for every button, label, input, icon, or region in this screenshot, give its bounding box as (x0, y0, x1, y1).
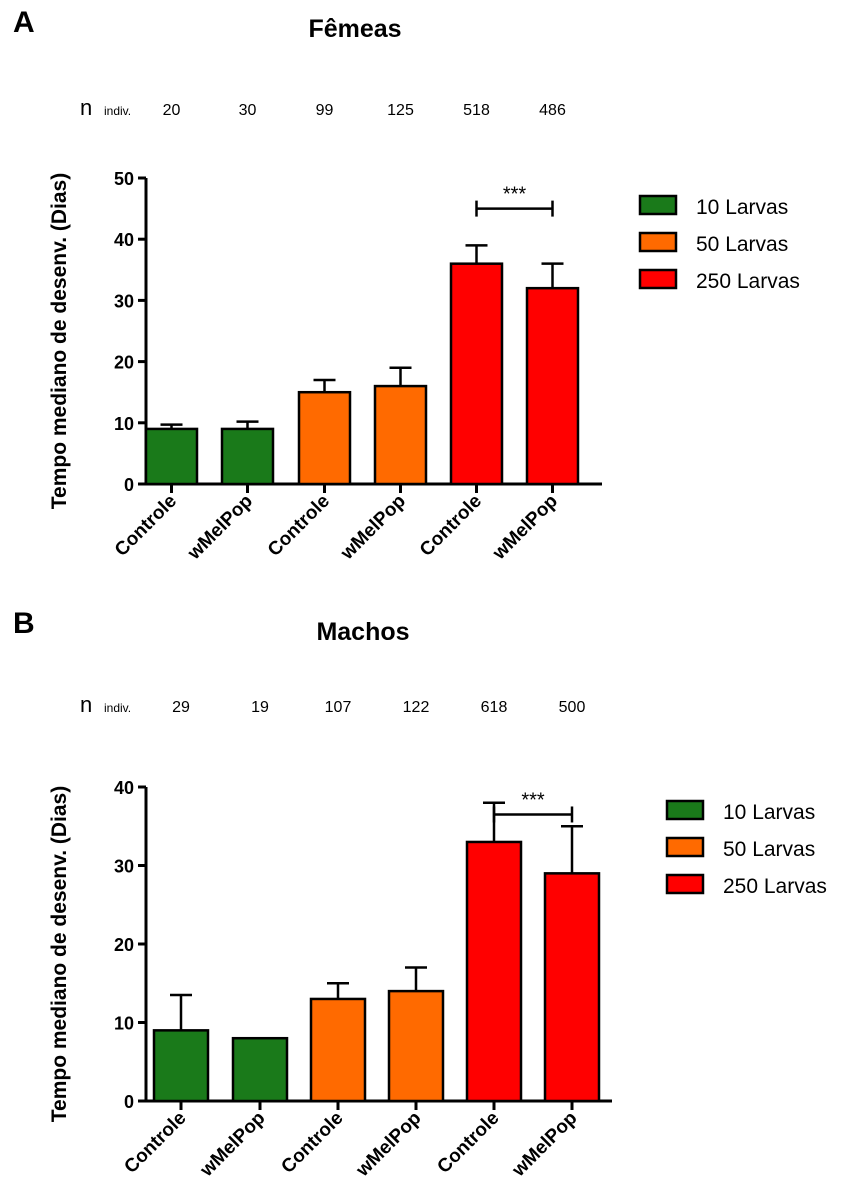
y-axis-label: Tempo mediano de desenv. (Dias) (48, 786, 71, 1122)
bar (373, 384, 428, 486)
x-tick-label: wMelPop (196, 1108, 270, 1182)
n-value: 486 (539, 102, 566, 119)
x-tick-label: Controle (416, 491, 486, 561)
bar (543, 872, 601, 1103)
legend-label: 10 Larvas (696, 196, 788, 219)
y-tick-label: 0 (124, 1092, 134, 1112)
x-tick-label: Controle (277, 1108, 347, 1178)
bar (449, 262, 504, 486)
y-tick-label: 10 (114, 1014, 134, 1034)
x-tick-label: wMelPop (183, 491, 257, 565)
panel-letter: B (13, 607, 35, 640)
legend-swatch (638, 194, 678, 216)
significance-label: *** (521, 789, 545, 811)
bar (525, 286, 580, 486)
n-value: 500 (559, 699, 586, 716)
chart-title: Fêmeas (308, 15, 401, 43)
x-tick-label: Controle (111, 491, 181, 561)
legend-swatch (665, 873, 705, 895)
n-label: n (80, 692, 92, 717)
x-tick-label: Controle (433, 1108, 503, 1178)
bar (465, 840, 523, 1103)
x-tick-label: Controle (264, 491, 334, 561)
n-label: n (80, 95, 92, 120)
n-value: 19 (251, 699, 269, 716)
legend-swatch (665, 836, 705, 858)
legend-swatch (665, 799, 705, 821)
n-value: 107 (325, 699, 352, 716)
chart-panel-a: A Fêmeas n indiv. 20 30 99 125 518 486 0 10 20 30 40 50… (13, 6, 800, 564)
n-value: 29 (172, 699, 190, 716)
panel-letter: A (13, 6, 35, 39)
y-tick-label: 40 (114, 230, 134, 250)
n-value: 618 (481, 699, 508, 716)
bar (220, 427, 275, 486)
y-tick-label: 30 (114, 857, 134, 877)
x-tick-label: wMelPop (508, 1108, 582, 1182)
bar (152, 1029, 210, 1103)
significance-label: *** (503, 184, 527, 206)
n-value: 125 (387, 102, 414, 119)
bar (231, 1036, 289, 1103)
n-sublabel: indiv. (104, 701, 131, 715)
x-tick-label: wMelPop (352, 1108, 426, 1182)
bar (144, 427, 199, 486)
legend-label: 250 Larvas (723, 875, 827, 898)
bar (309, 997, 367, 1103)
y-tick-label: 20 (114, 935, 134, 955)
x-tick-label: wMelPop (488, 491, 562, 565)
bar (297, 390, 352, 486)
y-tick-label: 50 (114, 169, 134, 189)
x-tick-label: wMelPop (336, 491, 410, 565)
chart-panel-b: B Machos n indiv. 29 19 107 122 618 500 0 10 20 30 40 T… (13, 607, 827, 1181)
legend-swatch (638, 268, 678, 290)
y-tick-label: 0 (124, 475, 134, 495)
legend-swatch (638, 231, 678, 253)
y-axis-label: Tempo mediano de desenv. (Dias) (48, 173, 71, 509)
legend-label: 50 Larvas (723, 838, 815, 861)
y-tick-label: 20 (114, 353, 134, 373)
y-tick-label: 40 (114, 778, 134, 798)
x-tick-label: Controle (120, 1108, 190, 1178)
bar (387, 989, 445, 1103)
n-value: 122 (403, 699, 430, 716)
legend-label: 50 Larvas (696, 233, 788, 256)
y-tick-label: 30 (114, 291, 134, 311)
legend-label: 250 Larvas (696, 270, 800, 293)
n-value: 99 (316, 102, 334, 119)
n-value: 20 (163, 102, 181, 119)
n-sublabel: indiv. (104, 104, 131, 118)
n-value: 518 (463, 102, 490, 119)
legend-label: 10 Larvas (723, 801, 815, 824)
y-tick-label: 10 (114, 414, 134, 434)
n-value: 30 (239, 102, 257, 119)
chart-title: Machos (316, 618, 409, 646)
